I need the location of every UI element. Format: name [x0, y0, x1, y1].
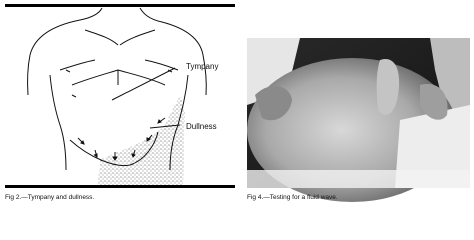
- label-dullness: Dullness: [186, 122, 217, 131]
- label-tympany: Tympany: [186, 62, 218, 71]
- figure-4: Fig 4.—Testing for a fluid wave.: [247, 38, 470, 202]
- percussion-arrows: [77, 117, 181, 161]
- dullness-area: [98, 95, 185, 185]
- photo-drape: [247, 170, 470, 188]
- photo-coat: [430, 38, 470, 120]
- photo-sheet: [395, 105, 470, 188]
- photo-hand-right: [420, 84, 448, 120]
- bottom-rule: [5, 185, 235, 188]
- page: Tympany Dullness Fig 2.—Tympany and dull…: [5, 4, 470, 202]
- photo-hand-left: [255, 85, 292, 121]
- caption: Fig 2.—Tympany and dullness.: [5, 194, 94, 201]
- top-rule: [5, 4, 235, 7]
- caption: Fig 4.—Testing for a fluid wave.: [247, 194, 338, 201]
- photo-sleeve: [247, 38, 300, 105]
- figure-2: Tympany Dullness Fig 2.—Tympany and dull…: [5, 4, 235, 201]
- photo-hand-center: [376, 59, 400, 115]
- figure-page: Tympany Dullness Fig 2.—Tympany and dull…: [5, 4, 470, 202]
